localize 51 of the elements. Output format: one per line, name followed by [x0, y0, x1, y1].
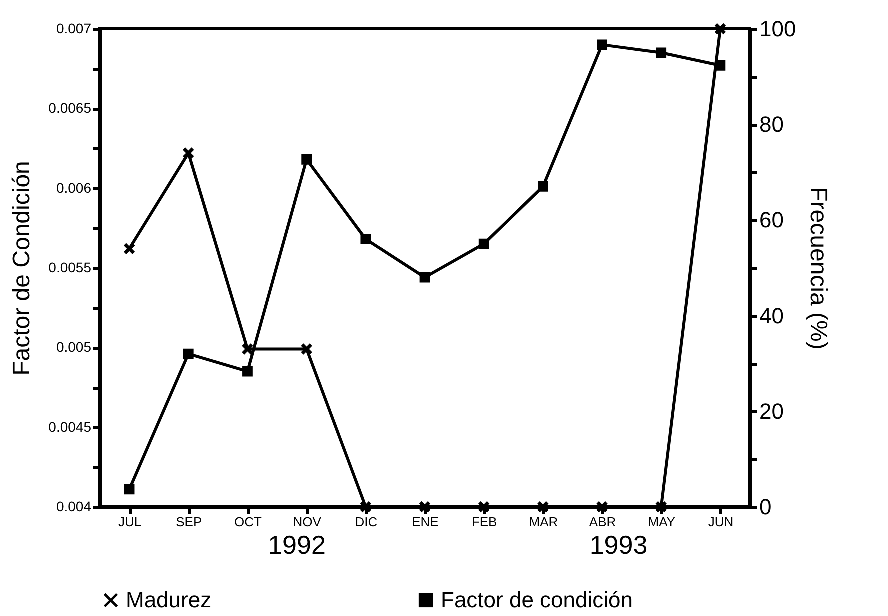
x-tick-label: JUL	[118, 514, 142, 530]
point	[715, 24, 726, 34]
point	[420, 502, 430, 512]
x-tick-label: NOV	[293, 514, 322, 530]
x-tick-label: FEB	[472, 514, 498, 530]
point	[124, 484, 135, 495]
x-tick-label: OCT	[234, 514, 262, 530]
point	[656, 502, 667, 512]
y2-tick-label: 40	[760, 303, 784, 328]
x-tick-label: DIC	[355, 514, 378, 530]
x-tick-label: JUN	[708, 514, 734, 530]
y-tick-label: 0.007	[56, 20, 92, 36]
y2-tick-label: 20	[760, 398, 784, 424]
y-tick-label: 0.0065	[48, 100, 92, 116]
y2-tick-label: 100	[760, 16, 796, 42]
point	[360, 234, 372, 245]
text: 1992	[268, 530, 326, 561]
point	[242, 344, 253, 354]
y2-tick-label: 80	[760, 112, 784, 138]
point	[302, 344, 312, 354]
y-tick-label: 0.0055	[48, 260, 92, 276]
point	[478, 502, 490, 512]
y2-axis-title: Frecuencia (%)	[805, 187, 832, 350]
x-tick-label: MAR	[529, 514, 558, 530]
point	[597, 40, 608, 50]
point	[597, 502, 608, 512]
point	[360, 502, 372, 512]
y2-tick-label: 60	[760, 208, 784, 233]
point	[242, 366, 253, 377]
point	[302, 154, 312, 165]
point	[124, 244, 135, 254]
point	[478, 238, 490, 250]
point	[420, 272, 430, 283]
text: 1993	[590, 530, 648, 561]
point	[538, 502, 548, 512]
point	[183, 148, 194, 158]
y-tick-label: 0.005	[56, 339, 92, 356]
x-tick-label: ABR	[589, 514, 616, 530]
x-tick-label: MAY	[648, 514, 676, 530]
x-tick-label: SEP	[176, 514, 202, 530]
y-tick-label: 0.0045	[48, 418, 92, 435]
point	[538, 182, 548, 192]
point	[183, 348, 194, 360]
point	[656, 48, 667, 58]
y-tick-label: 0.004	[56, 498, 92, 514]
y2-tick-label: 0	[760, 494, 772, 520]
x-tick-label: ENE	[412, 514, 440, 530]
y-tick-label: 0.006	[56, 180, 92, 196]
legend-label: Madurez	[126, 587, 212, 612]
y-axis-title: Factor de Condición	[8, 161, 36, 376]
legend-label: Factor de condición	[441, 587, 633, 612]
